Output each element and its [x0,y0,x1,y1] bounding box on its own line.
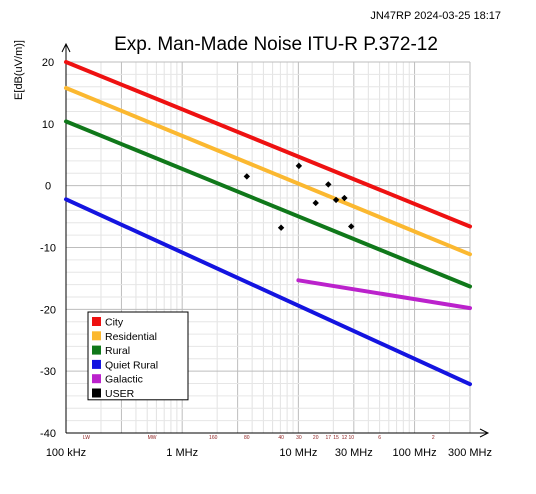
x-tick-300-mhz: 300 MHz [448,447,492,459]
band-label-40-4: 40 [278,435,284,441]
legend-label-residential: Residential [105,331,157,343]
band-label-160-2: 160 [209,435,218,441]
legend-label-rural: Rural [105,345,130,357]
user-point-6 [341,194,348,202]
legend-swatch-quiet-rural [92,359,101,369]
y-axis-label: E[dB(uV/m)] [13,40,25,100]
band-label-30-5: 30 [296,435,302,441]
y-axis-arrow [61,42,71,53]
y-tick--30: -30 [40,366,56,378]
x-axis-arrow [479,428,490,438]
band-label-2-12: 2 [432,435,435,441]
series-line-rural [64,119,472,289]
band-label-80-3: 80 [244,435,250,441]
band-label-6-11: 6 [378,435,381,441]
band-label-lw-0: LW [83,435,90,441]
axes [61,42,490,438]
series-layer [64,60,472,387]
y-tick--40: -40 [40,428,56,440]
y-tick-20: 20 [42,57,54,69]
legend-swatch-residential [92,331,101,341]
user-point-3 [312,199,319,207]
y-tick-0: 0 [45,181,51,193]
legend-swatch-user [92,388,101,398]
x-tick-100-khz: 100 kHz [46,447,86,459]
tick-labels: 20 10 0 -10 -20 -30 -40 100 kHz 1 MHz 10 MHz 30 MH… [40,57,492,459]
legend-swatch-rural [92,345,101,355]
legend-swatch-galactic [92,374,101,384]
series-line-galactic [296,278,472,311]
band-label-12-9: 12 [342,435,348,441]
series-line-residential [64,86,472,257]
series-line-quiet-rural [64,197,472,387]
user-point-0 [243,173,251,180]
band-label-20-6: 20 [313,435,319,441]
user-point-1 [277,224,285,231]
user-point-4 [325,181,332,188]
band-labels: LW MW 160 80 40 30 20 17 15 12 10 6 2 [83,435,435,441]
y-tick--10: -10 [40,243,56,255]
band-label-mw-1: MW [148,435,157,441]
y-tick--20: -20 [40,304,56,316]
x-tick-1-mhz: 1 MHz [166,447,198,459]
legend-swatch-city [92,317,101,326]
legend-label-user: USER [105,388,135,400]
x-tick-10-mhz: 10 MHz [279,447,317,459]
band-label-17-7: 17 [326,435,332,441]
band-label-10-10: 10 [348,435,354,441]
legend-label-city: City [105,317,124,329]
legend-label-quiet-rural: Quiet Rural [105,359,158,371]
legend: City Residential Rural Quiet Rural Galactic U… [87,311,189,401]
series-line-city [64,60,472,229]
chart-title: Exp. Man-Made Noise ITU-R P.372-12 [114,34,438,55]
legend-label-galactic: Galactic [105,374,143,386]
user-point-2 [295,162,303,170]
band-label-15-8: 15 [333,435,339,441]
y-tick-10: 10 [42,119,54,131]
callsign-timestamp: JN47RP 2024-03-25 18:17 [370,10,501,22]
user-point-7 [348,223,355,230]
user-point-5 [332,196,340,204]
x-tick-100-mhz: 100 MHz [393,447,437,459]
legend-box [87,311,189,401]
x-tick-30-mhz: 30 MHz [335,447,373,459]
